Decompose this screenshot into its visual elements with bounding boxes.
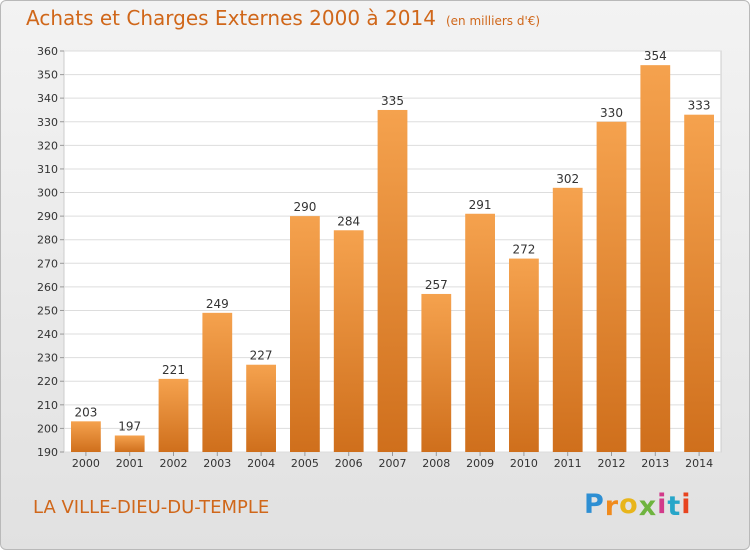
logo-letter: P: [584, 489, 605, 520]
logo-letter: x: [638, 491, 658, 522]
x-tick-label: 2012: [598, 457, 626, 470]
x-tick-label: 2008: [422, 457, 450, 470]
data-label: 257: [425, 278, 448, 292]
x-tick-label: 2002: [160, 457, 188, 470]
data-label: 335: [381, 94, 404, 108]
y-tick-label: 270: [37, 257, 58, 270]
y-axis: 190 200 210 220 230 240 250 260 270 280 290 300 310 3…: [37, 45, 64, 459]
x-tick-label: 2011: [554, 457, 582, 470]
x-tick-label: 2006: [335, 457, 363, 470]
logo-letter: i: [657, 489, 668, 520]
data-label: 354: [644, 49, 667, 63]
x-axis: 2000 2001 2002 2003 2004 2005 2006 2007 2008 2009…: [72, 452, 713, 470]
x-tick-label: 2000: [72, 457, 100, 470]
data-label: 203: [74, 405, 97, 419]
data-label: 290: [293, 200, 316, 214]
y-tick-label: 320: [37, 139, 58, 152]
x-tick-label: 2001: [116, 457, 144, 470]
y-tick-label: 330: [37, 116, 58, 129]
data-label: 330: [600, 106, 623, 120]
bar: [290, 216, 320, 452]
y-tick-label: 240: [37, 328, 58, 341]
y-tick-label: 300: [37, 187, 58, 200]
data-label: 291: [469, 198, 492, 212]
data-label: 197: [118, 419, 141, 433]
data-label: 302: [556, 172, 579, 186]
bar: [596, 121, 627, 452]
bar: [114, 435, 145, 452]
y-tick-label: 210: [37, 399, 58, 412]
y-tick-label: 350: [37, 69, 58, 82]
bar: [158, 378, 189, 452]
bar: [509, 258, 539, 452]
bar: [202, 312, 233, 452]
logo-letter: t: [667, 491, 682, 522]
y-tick-label: 290: [37, 210, 58, 223]
x-tick-label: 2009: [466, 457, 494, 470]
bar: [71, 421, 101, 452]
data-label: 272: [512, 243, 535, 257]
y-tick-label: 190: [37, 446, 58, 459]
bar: [421, 293, 452, 452]
x-tick-label: 2007: [379, 457, 407, 470]
proxiti-logo: Proxiti: [584, 489, 692, 522]
y-tick-label: 260: [37, 281, 58, 294]
x-tick-label: 2004: [247, 457, 275, 470]
y-tick-label: 250: [37, 304, 58, 317]
y-tick-label: 310: [37, 163, 58, 176]
bar: [377, 109, 408, 453]
bar: [465, 213, 495, 452]
bar: [552, 187, 583, 452]
chart-title: Achats et Charges Externes 2000 à 2014 (e…: [26, 6, 540, 30]
y-tick-label: 200: [37, 422, 58, 435]
chart-unit: (en milliers d'€): [445, 14, 541, 28]
y-tick-label: 220: [37, 375, 58, 388]
y-tick-label: 280: [37, 234, 58, 247]
logo-letter: i: [681, 489, 692, 520]
bar: [246, 364, 276, 452]
x-tick-label: 2010: [510, 457, 538, 470]
data-label: 249: [206, 297, 229, 311]
data-label: 227: [250, 349, 273, 363]
logo-letter: o: [619, 489, 639, 520]
y-tick-label: 230: [37, 352, 58, 365]
y-tick-label: 340: [37, 92, 58, 105]
bar: [333, 230, 364, 452]
data-label: 333: [688, 99, 711, 113]
chart-title-text: Achats et Charges Externes 2000 à 2014: [26, 6, 436, 30]
x-tick-label: 2013: [641, 457, 669, 470]
bar: [640, 65, 671, 452]
data-label: 221: [162, 363, 185, 377]
bar: [684, 114, 714, 452]
logo-letter: r: [604, 491, 620, 522]
data-label: 284: [337, 214, 360, 228]
y-tick-label: 360: [37, 45, 58, 58]
x-tick-label: 2003: [203, 457, 231, 470]
x-tick-label: 2014: [685, 457, 713, 470]
x-tick-label: 2005: [291, 457, 319, 470]
place-name: LA VILLE-DIEU-DU-TEMPLE: [33, 497, 270, 518]
bars: 203 197 221 249 227 290 284 335 257 291 272 302 330 3…: [71, 49, 714, 453]
